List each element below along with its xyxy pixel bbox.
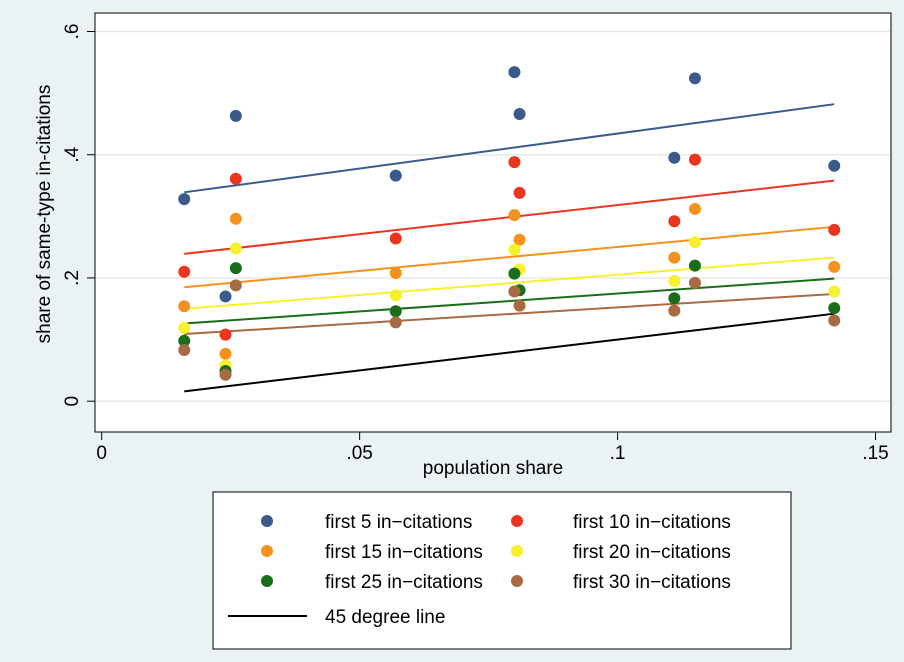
legend-label-1: first 10 in−citations xyxy=(573,512,731,533)
plot-area xyxy=(94,12,892,433)
legend-marker-1 xyxy=(511,515,523,527)
point-series-4-8 xyxy=(828,302,841,315)
y-tick-label-1: .2 xyxy=(62,270,83,286)
legend-box xyxy=(212,491,792,650)
point-series-5-4 xyxy=(508,285,521,298)
point-series-5-0 xyxy=(178,344,191,357)
point-series-2-5 xyxy=(513,233,526,246)
point-series-0-7 xyxy=(688,72,701,85)
point-series-0-2 xyxy=(229,109,242,122)
point-series-2-7 xyxy=(688,202,701,215)
point-series-3-3 xyxy=(389,289,402,302)
point-series-5-6 xyxy=(668,304,681,317)
point-series-0-3 xyxy=(389,169,402,182)
fit-line-series-0 xyxy=(184,103,835,194)
point-series-2-1 xyxy=(219,347,232,360)
legend-marker-0 xyxy=(261,515,273,527)
point-series-2-0 xyxy=(178,300,191,313)
point-series-0-1 xyxy=(219,290,232,303)
gridlines xyxy=(96,30,890,402)
point-series-0-5 xyxy=(513,108,526,121)
legend: first 5 in−citations first 10 in−citation… xyxy=(228,512,731,628)
point-series-2-2 xyxy=(229,212,242,225)
point-series-0-4 xyxy=(508,66,521,79)
point-series-3-0 xyxy=(178,321,191,334)
fit-line-series-2 xyxy=(184,225,835,289)
point-series-5-3 xyxy=(389,316,402,329)
point-series-2-6 xyxy=(668,251,681,264)
point-series-5-2 xyxy=(229,279,242,292)
point-series-1-8 xyxy=(828,223,841,236)
legend-label-3: first 20 in−citations xyxy=(573,542,731,563)
fit-line-series-5 xyxy=(184,292,835,336)
fit-lines-group xyxy=(184,103,835,336)
reference-line-45-degree xyxy=(184,312,835,393)
point-series-4-6 xyxy=(668,292,681,305)
point-series-0-0 xyxy=(178,193,191,206)
point-series-1-5 xyxy=(513,186,526,199)
point-series-5-7 xyxy=(688,276,701,289)
y-tick-label-2: .4 xyxy=(62,146,83,162)
point-series-3-8 xyxy=(828,285,841,298)
point-series-4-4 xyxy=(508,267,521,280)
point-series-1-3 xyxy=(389,232,402,245)
legend-label-reference-line: 45 degree line xyxy=(325,607,445,628)
y-axis-label: share of same-type in-citations xyxy=(34,85,55,344)
point-series-0-6 xyxy=(668,151,681,164)
point-series-4-7 xyxy=(688,259,701,272)
x-tick-label-3: .15 xyxy=(862,443,888,464)
y-tick-label-3: .6 xyxy=(62,24,83,40)
legend-label-0: first 5 in−citations xyxy=(325,512,472,533)
point-series-1-4 xyxy=(508,156,521,169)
point-series-3-4 xyxy=(508,243,521,256)
x-tick-label-0: 0 xyxy=(96,443,107,464)
point-series-4-2 xyxy=(229,262,242,275)
point-series-5-5 xyxy=(513,299,526,312)
point-series-0-8 xyxy=(828,159,841,172)
legend-marker-3 xyxy=(511,545,523,557)
point-series-4-3 xyxy=(389,305,402,318)
legend-marker-2 xyxy=(261,545,273,557)
point-series-3-7 xyxy=(688,236,701,249)
data-points-group xyxy=(178,66,841,381)
point-series-3-2 xyxy=(229,242,242,255)
reference-line-group xyxy=(184,312,835,393)
point-series-5-8 xyxy=(828,314,841,327)
point-series-1-0 xyxy=(178,265,191,278)
fit-line-series-3 xyxy=(184,256,835,310)
point-series-1-2 xyxy=(229,172,242,185)
fit-line-series-4 xyxy=(184,277,835,325)
point-series-1-7 xyxy=(688,153,701,166)
legend-marker-4 xyxy=(261,575,273,587)
point-series-5-1 xyxy=(219,368,232,381)
point-series-3-6 xyxy=(668,275,681,288)
axes-group: 0 .2 .4 .6 0 .05 .1 .15 xyxy=(62,24,889,464)
point-series-4-0 xyxy=(178,334,191,347)
x-axis-label: population share xyxy=(423,458,564,479)
point-series-1-1 xyxy=(219,328,232,341)
point-series-2-4 xyxy=(508,209,521,222)
point-series-2-3 xyxy=(389,267,402,280)
legend-marker-5 xyxy=(511,575,523,587)
point-series-2-8 xyxy=(828,260,841,273)
legend-label-5: first 30 in−citations xyxy=(573,572,731,593)
x-tick-label-2: .1 xyxy=(610,443,626,464)
point-series-1-6 xyxy=(668,215,681,228)
y-tick-label-0: 0 xyxy=(62,396,83,407)
legend-label-2: first 15 in−citations xyxy=(325,542,483,563)
x-tick-label-1: .05 xyxy=(346,443,372,464)
legend-label-4: first 25 in−citations xyxy=(325,572,483,593)
